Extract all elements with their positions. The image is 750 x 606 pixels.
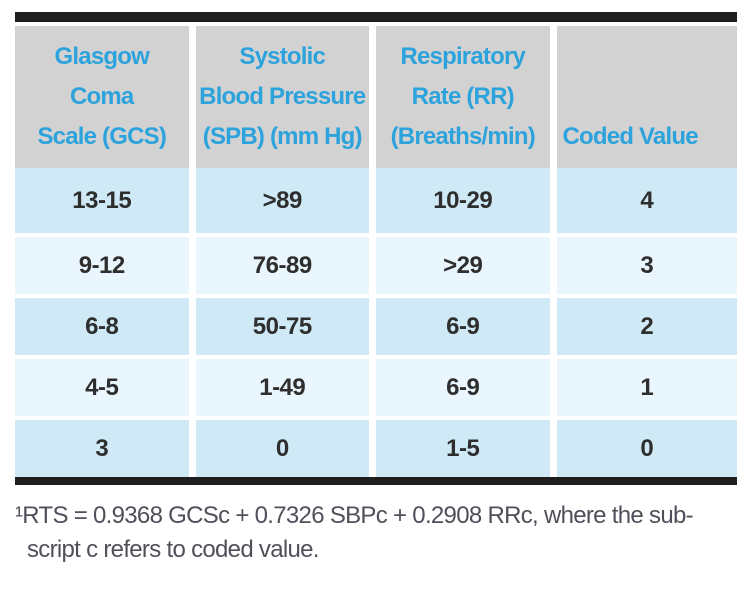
table-header: Glasgow Coma Scale (GCS) Systolic Blood Pres… (15, 26, 737, 168)
header-line: (Breaths/min) (390, 123, 536, 150)
cell-gcs: 9-12 (15, 233, 196, 294)
cell-rr: 6-9 (376, 355, 557, 416)
cell-sbp: >89 (195, 168, 376, 233)
cell-sbp: 50-75 (195, 294, 376, 355)
cell-gcs: 3 (15, 416, 196, 477)
table-bottom-border (15, 477, 737, 485)
footnote-line-2: script c refers to coded value. (27, 536, 319, 563)
cell-coded_value: 4 (556, 168, 737, 233)
header-line: (SPB) (mm Hg) (202, 123, 363, 150)
cell-rr: >29 (376, 233, 557, 294)
cell-coded_value: 0 (556, 416, 737, 477)
column-header-coded_value: Coded Value (556, 26, 737, 168)
cell-gcs: 4-5 (15, 355, 196, 416)
column-header-gcs: Glasgow Coma Scale (GCS) (15, 26, 196, 168)
cell-gcs: 13-15 (15, 168, 196, 233)
header-line: Coded Value (562, 123, 699, 150)
cell-sbp: 1-49 (195, 355, 376, 416)
rts-table-block: Glasgow Coma Scale (GCS) Systolic Blood Pres… (15, 12, 737, 485)
cell-rr: 1-5 (376, 416, 557, 477)
table-row: 13-15 >89 10-29 4 (15, 168, 737, 233)
table-body: 13-15 >89 10-29 4 9-12 76-89 >29 3 6-8 50-75 6-9 2 4… (15, 168, 737, 477)
table-row: 4-5 1-49 6-9 1 (15, 355, 737, 416)
column-header-rr: Respiratory Rate (RR) (Breaths/min) (376, 26, 557, 168)
header-line: Coma (70, 83, 134, 110)
table-top-border (15, 12, 737, 22)
cell-rr: 6-9 (376, 294, 557, 355)
cell-rr: 10-29 (376, 168, 557, 233)
header-line: Glasgow (54, 43, 150, 70)
header-line: Systolic (239, 43, 326, 70)
table-row: 6-8 50-75 6-9 2 (15, 294, 737, 355)
rts-table: Glasgow Coma Scale (GCS) Systolic Blood Pres… (15, 26, 737, 477)
cell-sbp: 0 (195, 416, 376, 477)
header-line: Blood Pressure (199, 83, 366, 110)
cell-sbp: 76-89 (195, 233, 376, 294)
table-row: 9-12 76-89 >29 3 (15, 233, 737, 294)
cell-coded_value: 2 (556, 294, 737, 355)
footnote-line-1: ¹RTS = 0.9368 GCSc + 0.7326 SBPc + 0.290… (15, 502, 694, 529)
header-row: Glasgow Coma Scale (GCS) Systolic Blood Pres… (15, 26, 737, 168)
table-footnote: ¹RTS = 0.9368 GCSc + 0.7326 SBPc + 0.290… (15, 499, 737, 567)
cell-coded_value: 1 (556, 355, 737, 416)
header-line: Scale (GCS) (37, 123, 167, 150)
cell-gcs: 6-8 (15, 294, 196, 355)
column-header-sbp: Systolic Blood Pressure (SPB) (mm Hg) (195, 26, 376, 168)
cell-coded_value: 3 (556, 233, 737, 294)
header-line: Respiratory (400, 43, 526, 70)
header-line: Rate (RR) (411, 83, 515, 110)
table-row: 3 0 1-5 0 (15, 416, 737, 477)
